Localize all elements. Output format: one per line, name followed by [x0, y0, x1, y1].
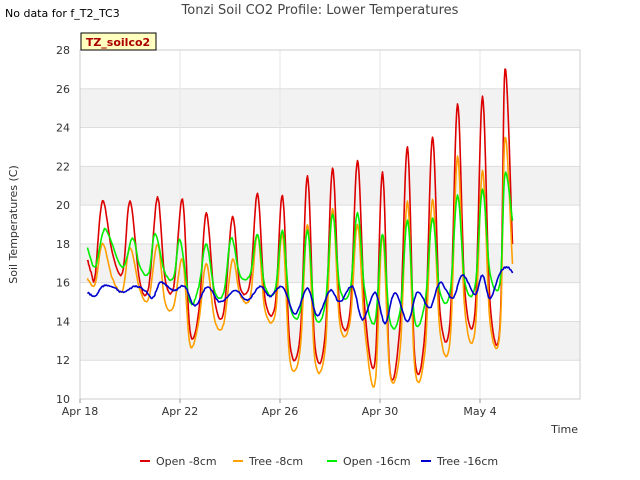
y-tick-label: 26: [56, 83, 70, 96]
grid-band: [80, 321, 580, 361]
x-tick-label: Apr 26: [262, 405, 299, 418]
y-tick-label: 24: [56, 122, 70, 135]
x-tick-label: Apr 30: [362, 405, 399, 418]
series-line-tree-16cm: [86, 266, 514, 325]
grid-band: [80, 50, 580, 89]
x-tick-label: Apr 22: [162, 405, 199, 418]
legend-badge-text: TZ_soilco2: [86, 36, 150, 49]
y-tick-label: 14: [56, 315, 70, 328]
legend-label: Tree -8cm: [248, 455, 303, 468]
legend-label: Tree -16cm: [436, 455, 498, 468]
y-tick-label: 16: [56, 277, 70, 290]
legend-label: Open -16cm: [343, 455, 411, 468]
legend-badge-box: [80, 32, 157, 51]
y-tick-label: 20: [56, 199, 70, 212]
y-tick-label: 18: [56, 238, 70, 251]
grid-band: [80, 282, 580, 322]
grid-band: [80, 360, 580, 399]
legend-label: Open -8cm: [156, 455, 217, 468]
grid-band: [80, 127, 580, 167]
chart-title: Tonzi Soil CO2 Profile: Lower Temperatur…: [181, 3, 459, 18]
series-line-open-8cm: [86, 68, 514, 381]
y-tick-label: 28: [56, 44, 70, 57]
y-tick-label: 10: [56, 393, 70, 406]
y-axis-label: Soil Temperatures (C): [7, 165, 20, 284]
plot-frame: [79, 49, 581, 400]
x-tick-label: May 4: [463, 405, 496, 418]
series-line-open-16cm: [86, 171, 514, 330]
y-tick-label: 22: [56, 160, 70, 173]
x-tick-label: Apr 18: [62, 405, 99, 418]
y-tick-label: 12: [56, 354, 70, 367]
no-data-message: No data for f_T2_TC3: [5, 7, 120, 20]
x-axis-label: Time: [550, 423, 578, 436]
grid-band: [80, 88, 580, 128]
